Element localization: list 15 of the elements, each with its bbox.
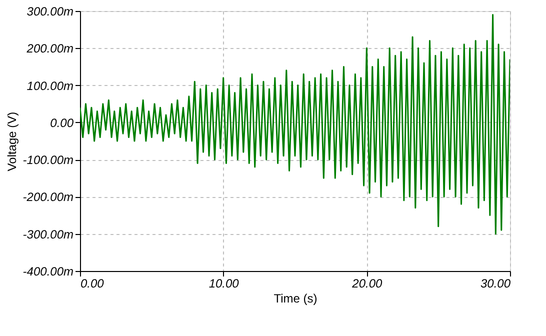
x-tick-label: 20.00	[351, 276, 383, 290]
x-tick-label: 0.00	[80, 276, 104, 290]
x-tick-label: 10.00	[208, 276, 240, 290]
y-tick-label: -100.00m	[22, 153, 74, 168]
y-tick-label: 100.00m	[26, 78, 74, 93]
y-tick-label: 200.00m	[26, 42, 74, 56]
y-tick-label: -200.00m	[22, 190, 74, 204]
y-tick-label: -300.00m	[22, 227, 74, 242]
y-tick-label: 300.00m	[26, 4, 74, 18]
x-axis-title: Time (s)	[274, 292, 318, 306]
y-axis-title: Voltage (V)	[4, 112, 19, 172]
y-tick-label: 0.00	[50, 116, 74, 130]
line-series	[80, 14, 510, 235]
y-tick-label: -400.00m	[22, 264, 74, 278]
x-tick-label: 30.00	[480, 276, 511, 290]
